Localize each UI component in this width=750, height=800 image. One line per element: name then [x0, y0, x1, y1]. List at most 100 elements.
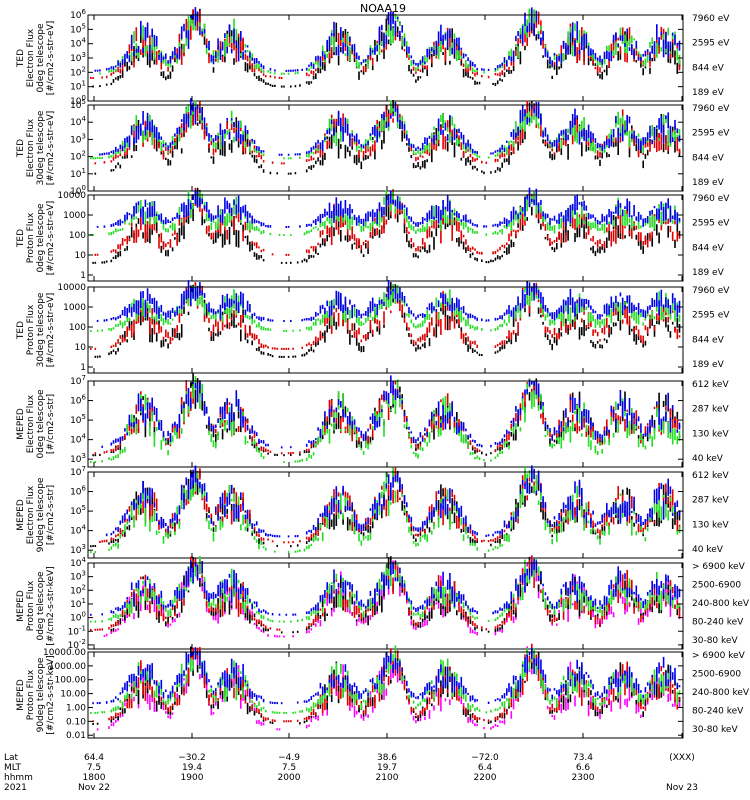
data-mark	[521, 117, 524, 129]
data-mark	[453, 427, 456, 433]
data-mark	[594, 144, 597, 154]
data-mark	[624, 305, 626, 310]
data-mark	[315, 60, 317, 65]
data-mark	[526, 292, 528, 305]
data-mark	[533, 105, 535, 109]
data-mark	[471, 67, 474, 73]
data-mark	[381, 140, 383, 150]
data-mark	[212, 148, 215, 156]
data-mark	[553, 53, 556, 61]
data-mark	[160, 340, 163, 348]
data-mark	[408, 147, 410, 152]
data-mark	[658, 408, 660, 425]
data-mark	[644, 58, 647, 67]
data-mark	[130, 307, 133, 317]
data-mark	[408, 55, 410, 60]
data-mark	[590, 48, 592, 56]
data-mark	[171, 65, 174, 72]
data-mark	[560, 130, 563, 136]
data-mark	[601, 328, 603, 334]
data-mark	[319, 305, 322, 314]
data-mark	[524, 197, 526, 217]
data-mark	[417, 437, 419, 441]
data-mark	[419, 441, 422, 445]
data-mark	[583, 33, 585, 50]
y-tick-label: 102	[70, 150, 86, 163]
data-mark	[481, 328, 483, 331]
data-mark	[240, 329, 242, 342]
data-mark	[619, 35, 622, 41]
data-mark	[174, 133, 176, 137]
data-mark	[362, 322, 365, 325]
data-mark	[203, 117, 206, 130]
data-mark	[142, 406, 144, 421]
data-mark	[201, 393, 203, 402]
data-mark	[94, 172, 97, 175]
data-mark	[608, 438, 610, 446]
data-mark	[453, 416, 456, 422]
data-mark	[390, 100, 392, 113]
data-mark	[383, 301, 385, 306]
data-mark	[165, 143, 167, 146]
data-mark	[403, 299, 406, 307]
data-mark	[240, 291, 242, 305]
data-mark	[610, 43, 613, 52]
data-mark	[176, 307, 178, 316]
y-tick-label: 1000	[63, 211, 86, 221]
data-mark	[208, 431, 210, 435]
data-mark	[412, 242, 415, 248]
data-mark	[196, 192, 199, 208]
data-mark	[105, 75, 108, 79]
data-mark	[135, 420, 138, 424]
data-mark	[508, 337, 510, 343]
data-mark	[603, 223, 606, 234]
data-mark	[542, 214, 544, 223]
data-mark	[656, 320, 658, 325]
data-mark	[417, 453, 419, 459]
data-mark	[540, 304, 542, 314]
data-mark	[330, 47, 333, 58]
data-mark	[649, 430, 651, 435]
data-mark	[246, 315, 249, 319]
data-mark	[510, 70, 513, 74]
data-mark	[567, 297, 569, 314]
data-mark	[265, 448, 267, 452]
data-mark	[344, 200, 347, 214]
data-mark	[601, 213, 603, 223]
data-mark	[483, 459, 485, 462]
data-mark	[337, 291, 340, 310]
data-mark	[149, 294, 151, 304]
data-mark	[360, 161, 363, 169]
data-mark	[160, 52, 163, 63]
data-mark	[667, 41, 669, 59]
data-mark	[280, 347, 283, 350]
data-mark	[287, 157, 290, 160]
data-mark	[255, 155, 258, 158]
data-mark	[167, 319, 169, 325]
data-mark	[501, 229, 503, 235]
data-mark	[676, 231, 679, 242]
data-mark	[253, 65, 256, 69]
data-mark	[149, 44, 151, 61]
data-mark	[640, 140, 642, 150]
data-mark	[569, 318, 572, 331]
data-mark	[253, 319, 256, 324]
data-mark	[117, 538, 119, 543]
data-mark	[599, 74, 601, 79]
data-mark	[651, 209, 653, 215]
data-mark	[608, 431, 610, 442]
data-mark	[299, 225, 301, 228]
data-mark	[426, 48, 428, 58]
data-mark	[419, 69, 422, 72]
data-mark	[274, 84, 276, 87]
data-mark	[587, 212, 590, 220]
data-mark	[571, 297, 574, 313]
data-mark	[601, 344, 603, 349]
data-mark	[376, 228, 378, 236]
data-mark	[428, 226, 431, 238]
data-mark	[328, 399, 331, 416]
data-mark	[417, 162, 419, 168]
data-mark	[544, 326, 547, 334]
data-mark	[658, 392, 660, 411]
data-mark	[140, 20, 142, 36]
